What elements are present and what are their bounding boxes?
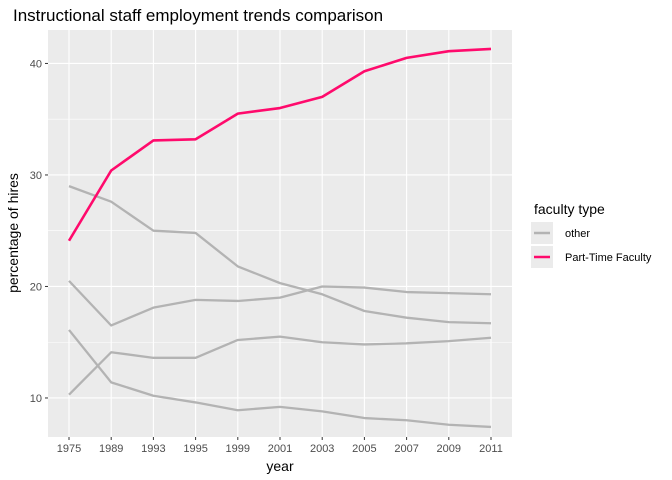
y-tick-label-20: 20 xyxy=(30,281,42,293)
legend-label-other: other xyxy=(565,228,590,240)
x-tick-label-1999: 1999 xyxy=(226,443,250,455)
x-tick-label-1995: 1995 xyxy=(183,443,207,455)
y-axis: 10 20 30 40 xyxy=(30,58,48,405)
x-tick-label-2009: 2009 xyxy=(437,443,461,455)
chart-title: Instructional staff employment trends co… xyxy=(13,6,383,25)
x-tick-label-2003: 2003 xyxy=(310,443,334,455)
legend-title: faculty type xyxy=(534,201,605,217)
legend-label-part-time-faculty: Part-Time Faculty xyxy=(565,252,652,264)
x-tick-label-2011: 2011 xyxy=(479,443,503,455)
y-axis-title: percentage of hires xyxy=(5,173,21,293)
series-line-other-2 xyxy=(68,280,492,327)
y-tick-label-40: 40 xyxy=(30,58,42,70)
x-tick-label-1989: 1989 xyxy=(99,443,123,455)
y-tick-label-30: 30 xyxy=(30,170,42,182)
x-tick-label-1993: 1993 xyxy=(141,443,165,455)
x-axis: 1975 1989 1993 1995 1999 2001 2003 2005 2007 2009… xyxy=(57,437,503,455)
series-line-part-time-faculty xyxy=(67,47,492,242)
x-axis-title: year xyxy=(266,458,294,474)
x-tick-label-2007: 2007 xyxy=(394,443,418,455)
x-tick-label-2001: 2001 xyxy=(268,443,292,455)
legend: faculty type other Part-Time Faculty xyxy=(531,201,652,268)
x-tick-label-2005: 2005 xyxy=(352,443,376,455)
x-tick-label-1975: 1975 xyxy=(57,443,81,455)
series-line-other-4 xyxy=(68,329,492,429)
series-line-other-1 xyxy=(68,185,492,325)
series-line-other-3 xyxy=(68,335,492,396)
series-layer xyxy=(67,47,492,429)
major-gridlines xyxy=(48,30,512,437)
y-tick-label-10: 10 xyxy=(30,393,42,405)
